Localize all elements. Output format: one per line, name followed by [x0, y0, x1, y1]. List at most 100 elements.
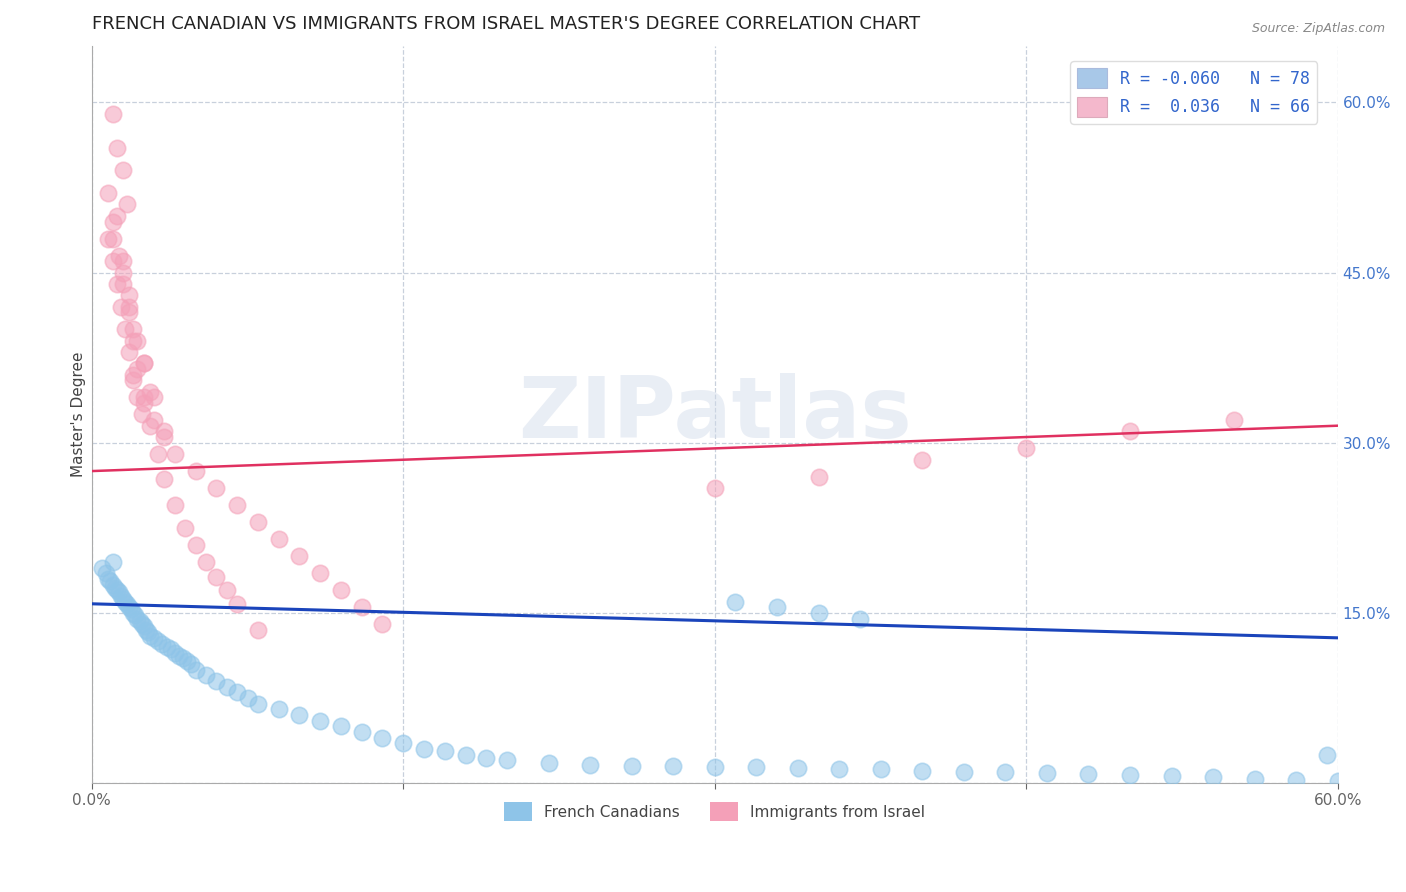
Point — [155, 640, 177, 654]
Point — [392, 736, 415, 750]
Point — [107, 248, 129, 262]
Point — [1243, 772, 1265, 786]
Point — [104, 581, 127, 595]
Point — [105, 209, 128, 223]
Point — [1160, 769, 1182, 783]
Point — [1036, 765, 1059, 780]
Point — [122, 373, 145, 387]
Point — [105, 277, 128, 291]
Point — [246, 623, 269, 637]
Point — [288, 549, 311, 563]
Point — [101, 254, 124, 268]
Point — [703, 760, 725, 774]
Point — [110, 589, 132, 603]
Point — [101, 555, 124, 569]
Point — [205, 569, 228, 583]
Point — [180, 657, 202, 671]
Point — [911, 452, 934, 467]
Point — [205, 481, 228, 495]
Point — [101, 231, 124, 245]
Point — [110, 300, 132, 314]
Point — [118, 345, 141, 359]
Point — [745, 760, 768, 774]
Point — [205, 673, 228, 688]
Point — [496, 753, 519, 767]
Point — [132, 396, 155, 410]
Point — [828, 763, 851, 777]
Point — [139, 384, 162, 399]
Point — [579, 757, 602, 772]
Point — [1316, 747, 1339, 762]
Point — [537, 756, 560, 770]
Point — [953, 764, 976, 779]
Point — [1077, 767, 1099, 781]
Point — [101, 214, 124, 228]
Point — [132, 356, 155, 370]
Point — [1285, 772, 1308, 787]
Point — [662, 759, 685, 773]
Point — [849, 611, 872, 625]
Point — [118, 600, 141, 615]
Point — [127, 362, 149, 376]
Point — [101, 107, 124, 121]
Point — [118, 300, 141, 314]
Point — [105, 583, 128, 598]
Point — [1015, 442, 1038, 456]
Point — [131, 617, 153, 632]
Point — [122, 322, 145, 336]
Point — [807, 606, 830, 620]
Point — [350, 600, 373, 615]
Point — [159, 642, 181, 657]
Point — [1119, 768, 1142, 782]
Point — [127, 390, 149, 404]
Point — [1326, 773, 1348, 788]
Point — [114, 594, 136, 608]
Point — [309, 566, 332, 581]
Point — [911, 764, 934, 778]
Point — [1223, 413, 1246, 427]
Point — [143, 413, 166, 427]
Point — [122, 606, 145, 620]
Point — [132, 390, 155, 404]
Point — [148, 447, 170, 461]
Point — [475, 751, 498, 765]
Point — [766, 600, 789, 615]
Point — [994, 764, 1017, 779]
Point — [111, 254, 134, 268]
Point — [105, 141, 128, 155]
Point — [122, 368, 145, 382]
Point — [246, 697, 269, 711]
Point — [807, 469, 830, 483]
Point — [136, 625, 159, 640]
Point — [96, 566, 118, 581]
Point — [620, 759, 643, 773]
Point — [433, 744, 456, 758]
Point — [184, 464, 207, 478]
Point — [226, 498, 249, 512]
Point — [153, 430, 176, 444]
Point — [107, 585, 129, 599]
Point — [869, 763, 891, 777]
Point — [454, 747, 477, 762]
Point — [132, 356, 155, 370]
Legend: French Canadians, Immigrants from Israel: French Canadians, Immigrants from Israel — [498, 797, 931, 827]
Point — [152, 636, 174, 650]
Y-axis label: Master's Degree: Master's Degree — [72, 351, 86, 477]
Point — [215, 583, 238, 598]
Point — [91, 560, 114, 574]
Point — [174, 521, 197, 535]
Point — [167, 648, 190, 663]
Point — [724, 594, 747, 608]
Point — [371, 731, 394, 745]
Point — [120, 602, 142, 616]
Point — [184, 538, 207, 552]
Point — [163, 447, 186, 461]
Point — [114, 322, 136, 336]
Point — [143, 631, 166, 645]
Point — [371, 617, 394, 632]
Point — [111, 592, 134, 607]
Point — [195, 555, 218, 569]
Point — [135, 623, 157, 637]
Point — [703, 481, 725, 495]
Point — [132, 619, 155, 633]
